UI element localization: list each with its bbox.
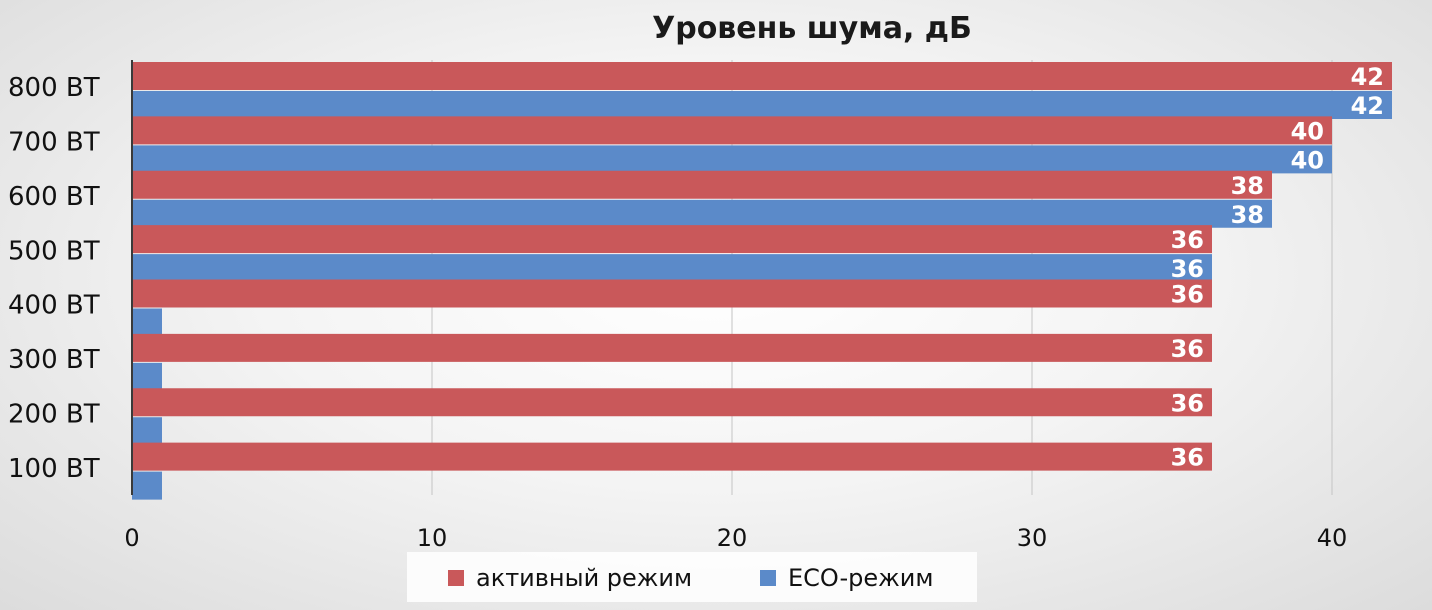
legend-swatch [448, 570, 464, 586]
category-label: 500 ВТ [8, 236, 100, 266]
chart-title: Уровень шума, дБ [652, 11, 972, 46]
data-label: 42 [1351, 92, 1384, 120]
bar-eco [132, 254, 1212, 283]
category-label: 100 ВТ [8, 454, 100, 484]
legend-swatch [760, 570, 776, 586]
bar-eco [132, 417, 162, 446]
bar-active [132, 225, 1212, 254]
data-label: 36 [1171, 335, 1204, 363]
category-label: 200 ВТ [8, 399, 100, 429]
bar-active [132, 279, 1212, 308]
data-label: 42 [1351, 63, 1384, 91]
bar-active [132, 388, 1212, 417]
data-label: 36 [1171, 444, 1204, 472]
bar-active [132, 333, 1212, 362]
x-tick-label: 10 [417, 524, 448, 552]
legend-box [407, 552, 977, 602]
x-tick-label: 40 [1317, 524, 1348, 552]
data-label: 38 [1231, 172, 1264, 200]
data-label: 36 [1171, 226, 1204, 254]
bar-active [132, 116, 1332, 145]
legend-entry: активный режим [476, 564, 692, 592]
data-label: 40 [1291, 117, 1324, 145]
legend-entry: ECO-режим [788, 564, 933, 592]
bar-eco [132, 145, 1332, 174]
category-label: 300 ВТ [8, 345, 100, 375]
data-label: 36 [1171, 255, 1204, 283]
bar-eco [132, 91, 1392, 119]
category-label: 400 ВТ [8, 291, 100, 321]
category-labels: 800 ВТ 700 ВТ 600 ВТ 500 ВТ 400 ВТ 300 ВТ 200 … [8, 73, 100, 484]
data-label: 38 [1231, 201, 1264, 229]
data-label: 36 [1171, 281, 1204, 309]
bar-eco [132, 362, 162, 391]
bar-eco [132, 199, 1272, 228]
category-label: 600 ВТ [8, 182, 100, 212]
data-label: 40 [1291, 146, 1324, 174]
bar-eco [132, 471, 162, 500]
bars [132, 62, 1392, 500]
category-label: 700 ВТ [8, 128, 100, 158]
bar-active [132, 170, 1272, 199]
bar-active [132, 62, 1392, 90]
category-label: 800 ВТ [8, 73, 100, 103]
x-tick-label: 30 [1017, 524, 1048, 552]
x-tick-label: 20 [717, 524, 748, 552]
data-label: 36 [1171, 389, 1204, 417]
x-tick-label: 0 [124, 524, 139, 552]
x-axis-tick-labels: 0 10 20 30 40 [124, 524, 1347, 552]
bar-eco [132, 308, 162, 337]
bar-active [132, 442, 1212, 471]
legend: активный режим ECO-режим [407, 552, 977, 602]
